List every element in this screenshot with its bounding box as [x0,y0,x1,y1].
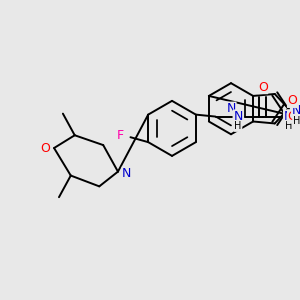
Text: O: O [287,110,297,123]
Text: O: O [287,94,297,107]
Text: N: N [233,110,243,123]
Text: H: H [293,116,300,125]
Text: F: F [117,129,124,142]
Text: H: H [234,122,242,131]
Text: O: O [40,142,50,154]
Text: H: H [285,122,292,131]
Text: O: O [258,81,268,94]
Text: N: N [122,167,131,180]
Text: N: N [226,102,236,115]
Text: H: H [233,113,241,124]
Text: N: N [292,104,300,117]
Text: N: N [284,110,293,123]
